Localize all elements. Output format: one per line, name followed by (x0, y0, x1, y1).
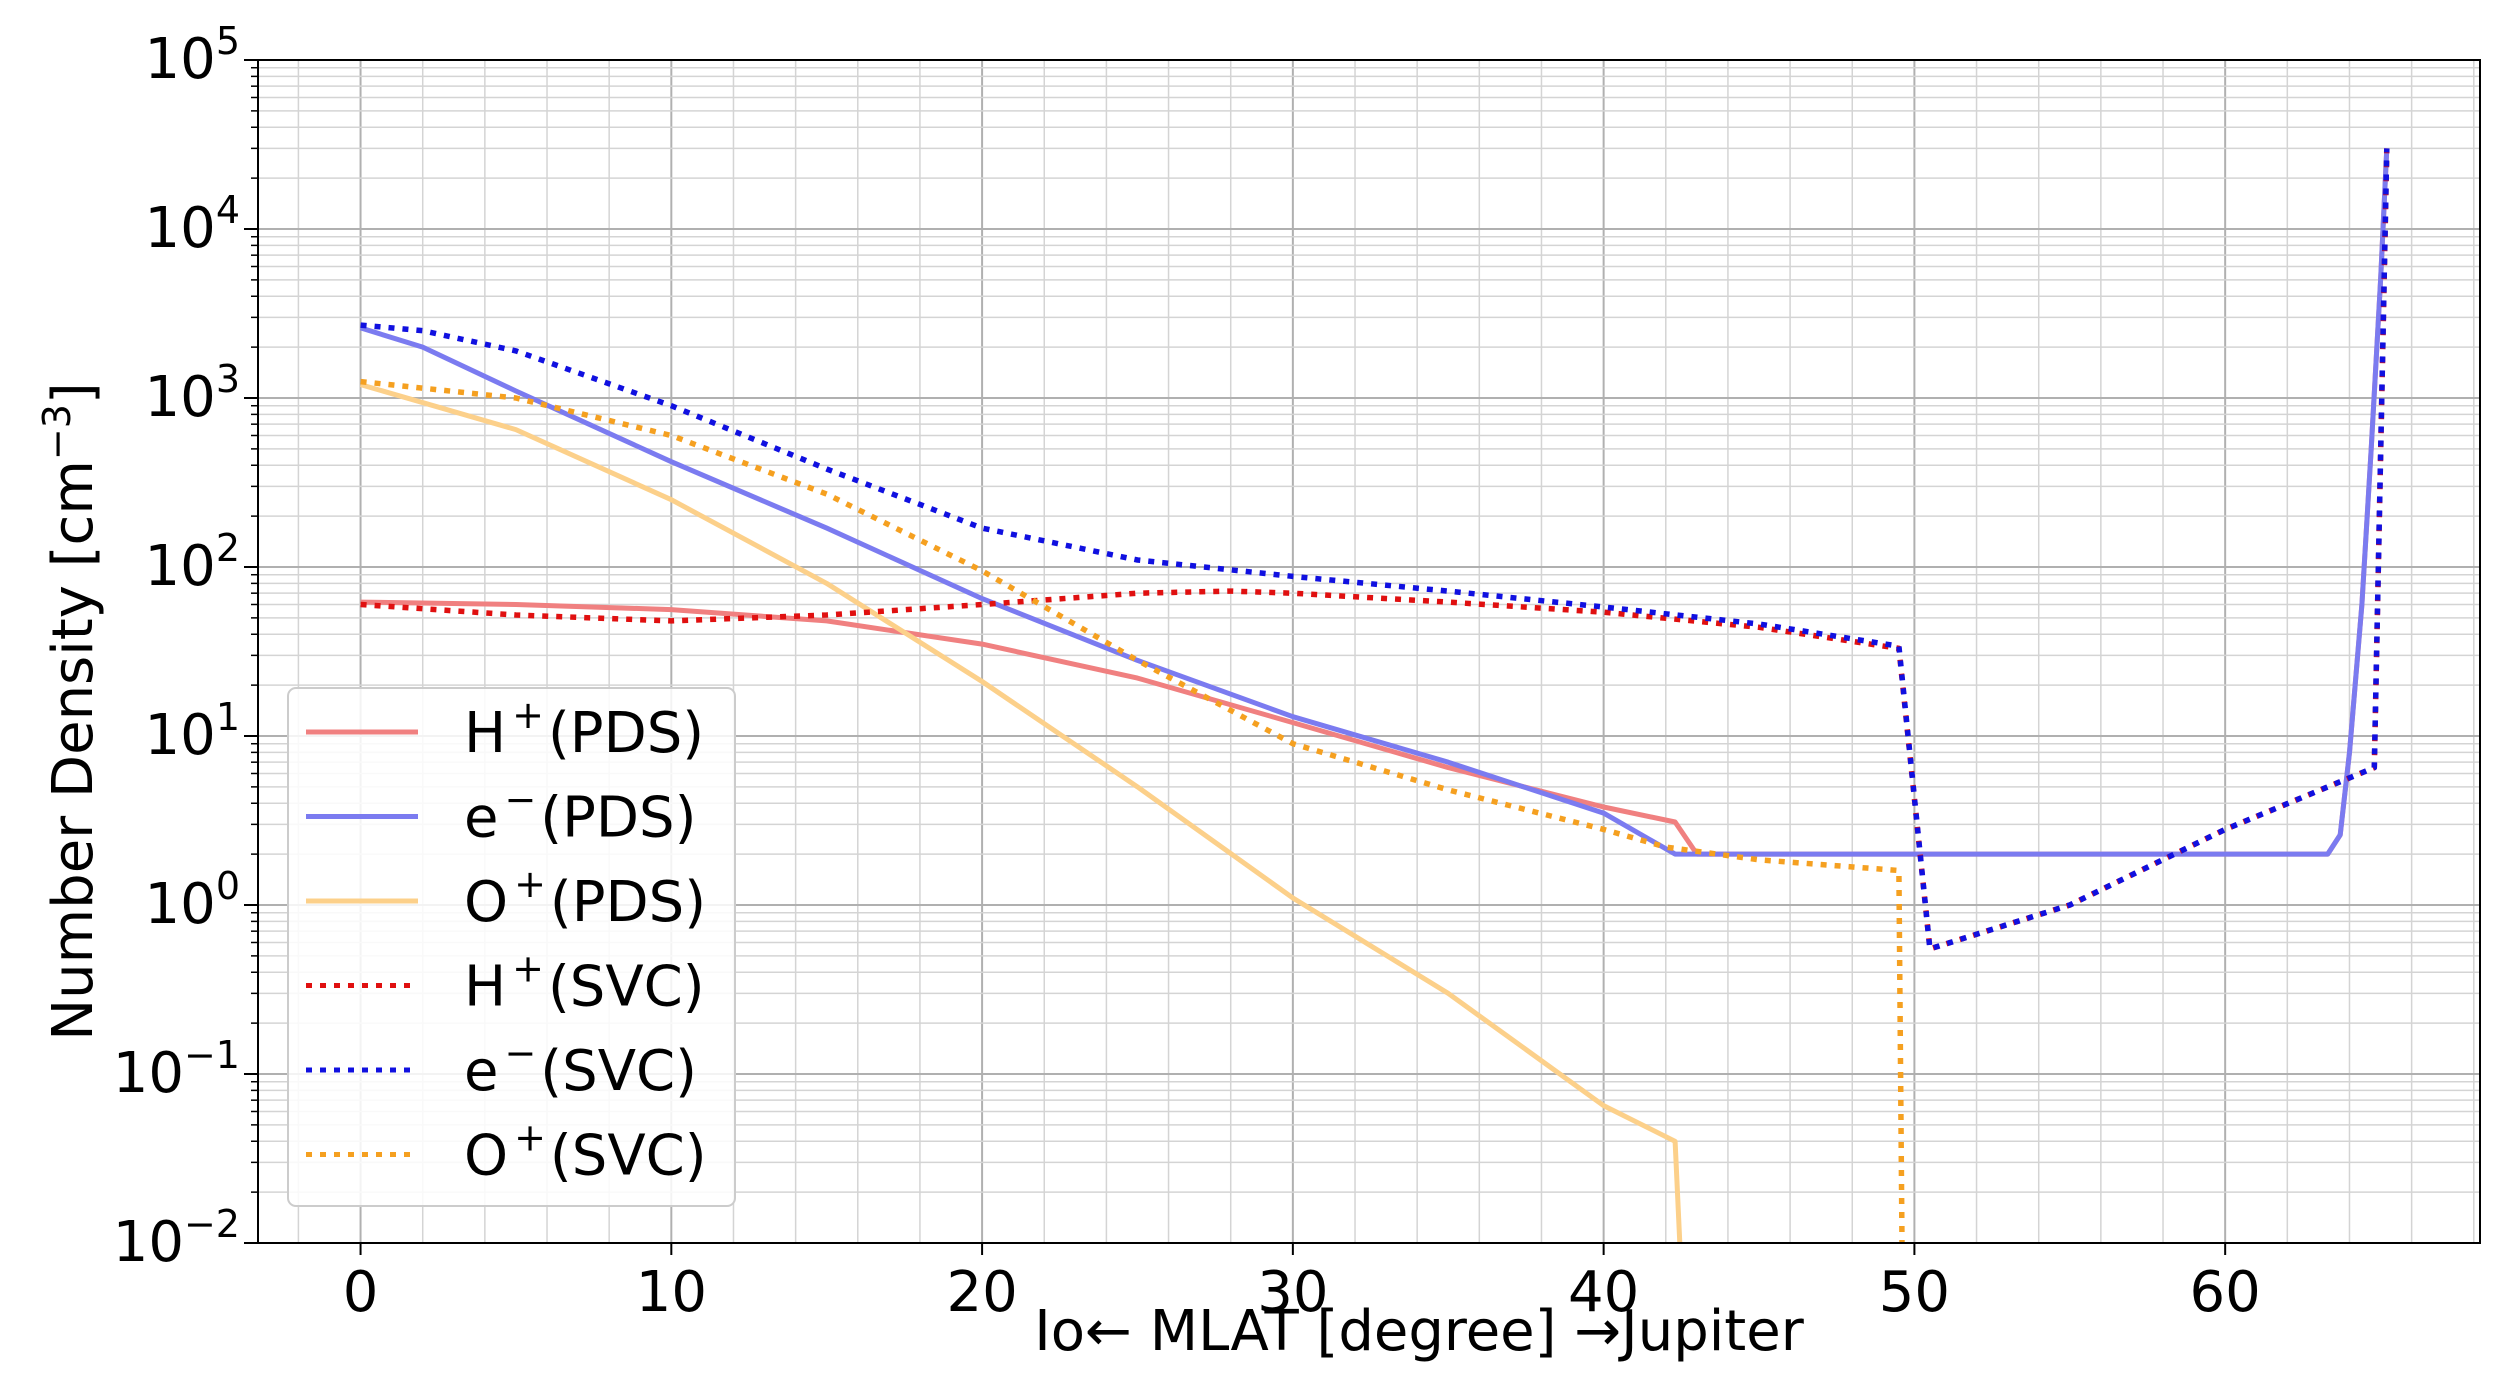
y-axis-label-exponent: −3 (35, 404, 79, 460)
axis-ticks: 0 10 20 30 40 50 60 10−2 10−1 100 101 102 103 104 105 (113, 19, 2261, 1325)
y-tick-label: 105 (145, 19, 240, 92)
y-tick-label: 10−2 (113, 1202, 240, 1275)
y-tick-label: 101 (145, 695, 240, 768)
y-tick-label: 104 (145, 188, 240, 261)
y-tick-label: 10−1 (113, 1033, 240, 1106)
x-tick-label: 60 (2190, 1260, 2261, 1325)
legend-label: e −(PDS) (464, 778, 696, 851)
y-tick-label: 100 (145, 864, 240, 937)
series-line-5 (360, 148, 2390, 952)
x-tick-label: 50 (1879, 1260, 1950, 1325)
y-tick-label: 102 (145, 526, 240, 599)
y-axis-label-main: Number Density [cm (41, 460, 106, 1041)
series-line-6 (360, 378, 1905, 1244)
x-axis-label: Io← MLAT [degree] →Jupiter (1034, 1299, 1804, 1364)
legend-label: H +(SVC) (464, 947, 705, 1020)
y-axis-label: Number Density [cm−3] (35, 382, 106, 1041)
x-tick-label: 40 (1568, 1260, 1639, 1325)
legend-label: H +(PDS) (464, 693, 704, 766)
y-axis-label-close: ] (41, 382, 106, 404)
y-tick-label: 103 (145, 357, 240, 430)
legend-label: e −(SVC) (464, 1031, 697, 1104)
series-line-2 (359, 148, 2390, 857)
x-tick-label: 10 (636, 1260, 707, 1325)
x-tick-label: 30 (1257, 1260, 1328, 1325)
series-layer (359, 148, 2390, 1244)
legend-label: O +(SVC) (464, 1116, 707, 1189)
x-tick-label: 0 (343, 1260, 379, 1325)
series-line-3 (359, 382, 1683, 1244)
x-tick-label: 20 (946, 1260, 1017, 1325)
legend: H +(PDS) e −(PDS) O +(PDS) H +(SVC) e −(SVC) O +(SV… (287, 687, 736, 1207)
plot-frame (257, 59, 2481, 1244)
legend-label: O +(PDS) (464, 862, 706, 935)
